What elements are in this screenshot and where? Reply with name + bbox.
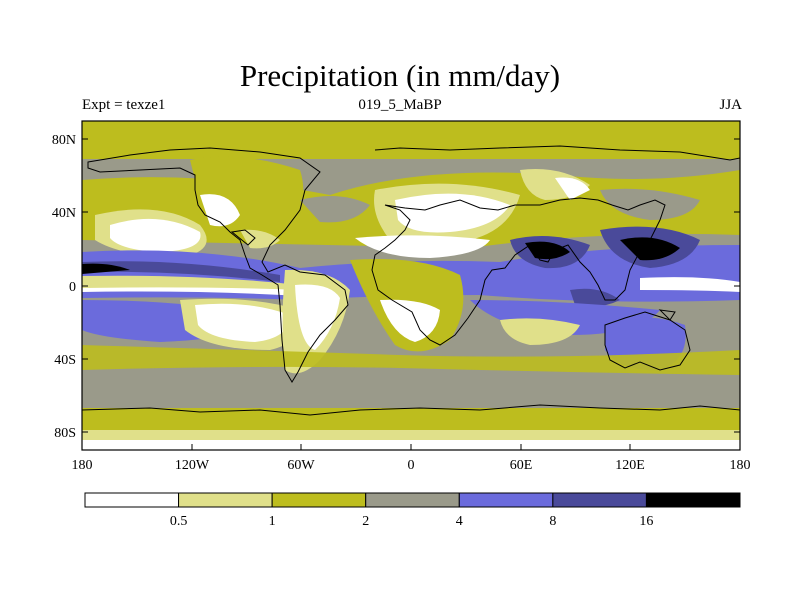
coastlines: [82, 145, 740, 416]
colorbar-swatch: [84, 492, 180, 508]
period-label: 019_5_MaBP: [358, 97, 442, 113]
axis-ticks: [81, 138, 741, 450]
colorbar-swatch: [458, 492, 554, 508]
lon-label: 120E: [615, 458, 645, 473]
colorbar-label: 4: [456, 514, 463, 529]
map-title: Precipitation (in mm/day): [239, 58, 561, 93]
lon-label: 60E: [510, 458, 533, 473]
colorbar-label: 2: [362, 514, 369, 529]
colorbar-label: 8: [549, 514, 556, 529]
colorbar-label: 1: [269, 514, 276, 529]
season-label: JJA: [719, 97, 742, 113]
lon-label: 0: [408, 458, 415, 473]
lon-label: 120W: [175, 458, 210, 473]
colorbar-swatch: [645, 492, 741, 508]
lon-label: 60W: [287, 458, 315, 473]
longitude-labels: 180 120W 60W 0 60E 120E 180: [72, 458, 751, 473]
colorbar-swatch: [365, 492, 460, 508]
lat-label: 40N: [52, 206, 76, 221]
lon-label: 180: [730, 458, 751, 473]
colorbar-swatch: [178, 492, 273, 508]
colorbar-label: 16: [639, 514, 653, 529]
experiment-label: Expt = texze1: [82, 97, 166, 113]
colorbar-label: 0.5: [170, 514, 188, 529]
lat-label: 80N: [52, 133, 76, 148]
precipitation-field: [82, 121, 740, 450]
lat-label: 0: [69, 280, 76, 295]
colorbar-swatch: [271, 492, 367, 508]
lon-label: 180: [72, 458, 93, 473]
latitude-labels: 80N 40N 0 40S 80S: [52, 133, 76, 441]
lat-label: 40S: [54, 353, 76, 368]
colorbar-swatch: [552, 492, 647, 508]
lat-label: 80S: [54, 426, 76, 441]
colorbar: 0.5 1 2 4 8 16: [84, 492, 741, 529]
